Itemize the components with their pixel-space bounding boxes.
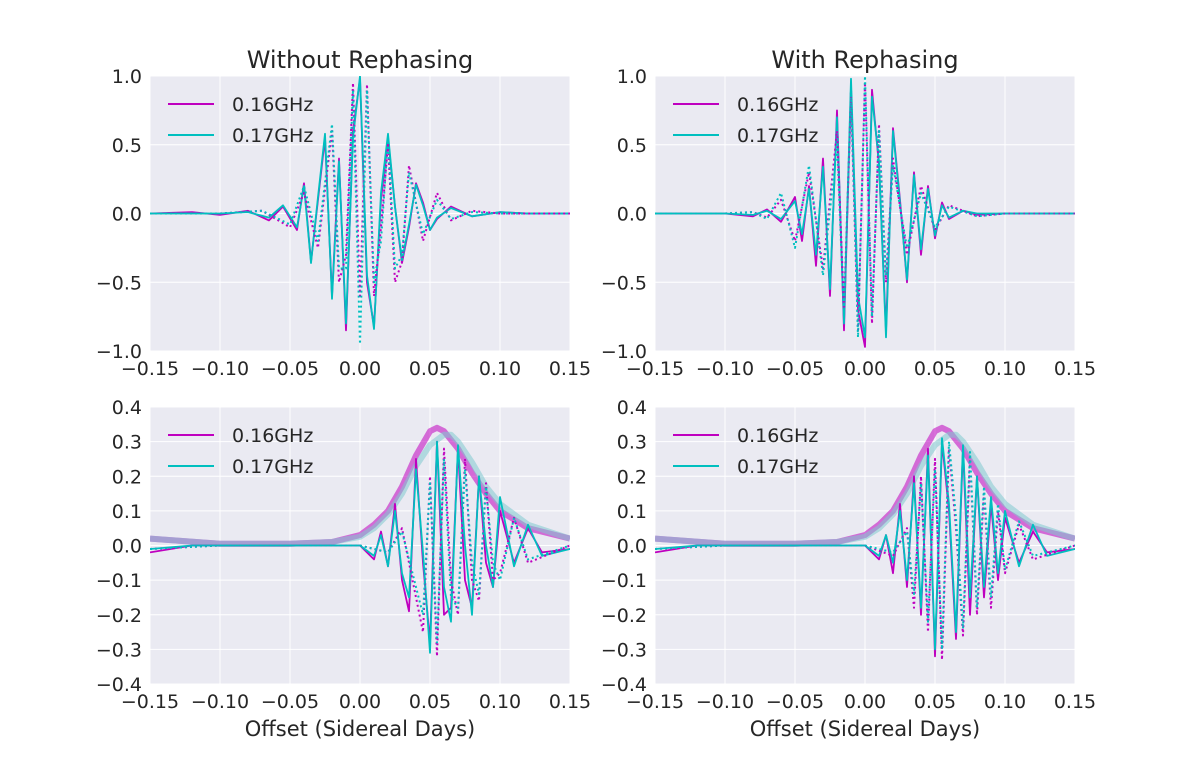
x-tick-label: 0.15 — [1054, 691, 1096, 713]
x-tick-label: 0.15 — [549, 358, 591, 380]
y-tick-label: −0.4 — [96, 674, 142, 696]
series-line-dotted-5 — [655, 440, 1075, 651]
x-tick-label: −0.15 — [121, 691, 179, 713]
y-tick-label: 0.4 — [617, 397, 647, 419]
x-tick-label: −0.10 — [191, 358, 249, 380]
x-tick-label: 0.10 — [984, 358, 1026, 380]
y-tick-label: 0.0 — [112, 204, 142, 226]
series-line-dotted-3 — [655, 76, 1075, 339]
x-tick-label: −0.15 — [626, 358, 684, 380]
panel-3: −0.15 −0.10 −0.05 0.00 0.05 0.10 0.15 −0.4 −0.3 −… — [96, 397, 591, 741]
x-tick-label: 0.00 — [339, 691, 381, 713]
y-tick-label: 1.0 — [617, 66, 647, 88]
x-tick-label: −0.10 — [696, 691, 754, 713]
y-tick-label: 0.2 — [112, 466, 142, 488]
x-tick-label: −0.10 — [696, 358, 754, 380]
x-tick-label: 0.05 — [914, 358, 956, 380]
x-tick-label: 0.10 — [984, 691, 1026, 713]
y-tick-label: −0.3 — [601, 639, 647, 661]
legend-label: 0.17GHz — [737, 456, 818, 478]
legend-label: 0.16GHz — [232, 425, 313, 447]
y-tick-label: −0.5 — [601, 272, 647, 294]
series-line-dotted-4 — [655, 447, 1075, 661]
y-tick-label: 0.5 — [112, 135, 142, 157]
y-tick-label: 0.3 — [112, 432, 142, 454]
panel-1: −0.15 −0.10 −0.05 0.00 0.05 0.10 0.15 −1.0 −0.5 0… — [96, 46, 591, 380]
x-tick-label: 0.15 — [1054, 358, 1096, 380]
legend-label: 0.17GHz — [737, 125, 818, 147]
y-tick-label: −1.0 — [96, 341, 142, 363]
x-tick-label: −0.05 — [261, 691, 319, 713]
y-tick-label: −0.1 — [601, 570, 647, 592]
x-tick-label: −0.10 — [191, 691, 249, 713]
x-tick-label: 0.10 — [479, 358, 521, 380]
series-line-envelope-1 — [150, 431, 570, 547]
y-tick-label: −0.2 — [601, 605, 647, 627]
y-tick-label: −0.3 — [96, 639, 142, 661]
legend-label: 0.17GHz — [232, 125, 313, 147]
x-tick-label: −0.05 — [766, 358, 824, 380]
x-tick-label: 0.10 — [479, 691, 521, 713]
y-tick-label: 0.1 — [617, 501, 647, 523]
chart-title: Without Rephasing — [247, 46, 474, 74]
legend-label: 0.16GHz — [737, 425, 818, 447]
y-tick-label: 0.5 — [617, 135, 647, 157]
legend-label: 0.17GHz — [232, 456, 313, 478]
y-tick-label: −0.2 — [96, 605, 142, 627]
panel-4: −0.15 −0.10 −0.05 0.00 0.05 0.10 0.15 −0.4 −0.3 −… — [601, 397, 1096, 741]
x-tick-label: 0.00 — [339, 358, 381, 380]
x-tick-label: −0.15 — [121, 358, 179, 380]
y-tick-label: 0.3 — [617, 432, 647, 454]
x-tick-label: −0.05 — [261, 358, 319, 380]
x-axis-label: Offset (Sidereal Days) — [750, 717, 980, 741]
y-tick-label: −0.5 — [96, 272, 142, 294]
y-tick-label: 0.1 — [112, 501, 142, 523]
series-line-dotted-2 — [655, 81, 1075, 332]
chart-title: With Rephasing — [771, 46, 958, 74]
y-tick-label: 0.2 — [617, 466, 647, 488]
y-tick-label: 0.0 — [617, 536, 647, 558]
panel-2: −0.15 −0.10 −0.05 0.00 0.05 0.10 0.15 −1.0 −0.5 0… — [601, 46, 1096, 380]
x-tick-label: 0.15 — [549, 691, 591, 713]
y-tick-label: 0.0 — [617, 204, 647, 226]
series-group — [655, 76, 1075, 348]
x-axis-label: Offset (Sidereal Days) — [245, 717, 475, 741]
y-tick-label: −0.4 — [601, 674, 647, 696]
series-line-dotted-2 — [150, 81, 570, 297]
x-tick-label: 0.05 — [914, 691, 956, 713]
x-tick-label: 0.05 — [409, 358, 451, 380]
series-line-017ghz — [655, 77, 1075, 339]
x-tick-label: 0.00 — [844, 691, 886, 713]
series-group — [150, 424, 570, 658]
y-tick-label: 0.0 — [112, 536, 142, 558]
y-tick-label: −1.0 — [601, 341, 647, 363]
y-tick-label: 0.4 — [112, 397, 142, 419]
x-tick-label: 0.00 — [844, 358, 886, 380]
y-tick-label: −0.1 — [96, 570, 142, 592]
series-group — [655, 424, 1075, 661]
series-group — [150, 76, 570, 346]
x-tick-label: −0.05 — [766, 691, 824, 713]
legend-label: 0.16GHz — [737, 94, 818, 116]
legend-label: 0.16GHz — [232, 94, 313, 116]
x-tick-label: 0.05 — [409, 691, 451, 713]
y-tick-label: 1.0 — [112, 66, 142, 88]
x-tick-label: −0.15 — [626, 691, 684, 713]
